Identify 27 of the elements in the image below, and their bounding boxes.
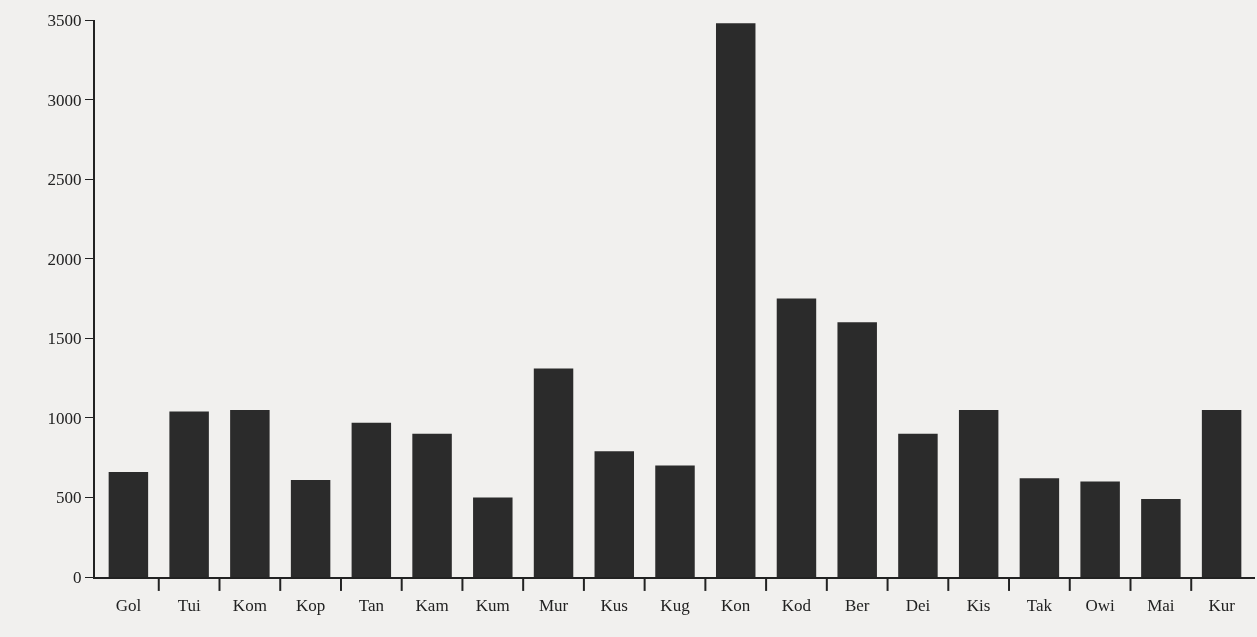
x-tick-label: Kon <box>721 596 751 616</box>
x-tick-label: Mai <box>1147 596 1175 616</box>
x-tick-label: Tan <box>358 596 385 616</box>
x-tick-label: Kom <box>232 596 267 616</box>
y-tick-label: 3500 <box>47 10 82 30</box>
x-tick-label: Kop <box>295 596 326 616</box>
x-tick-label: Mur <box>538 596 569 616</box>
y-tick-label: 2500 <box>47 170 82 190</box>
x-tick-label: Kam <box>415 596 449 616</box>
x-tick-label: Tui <box>177 596 201 616</box>
x-tick-label: Kum <box>475 596 510 616</box>
x-tick-label: Kus <box>600 596 628 616</box>
x-tick-label: Kis <box>966 596 991 616</box>
x-tick-label: Owi <box>1085 596 1116 616</box>
x-tick-label: Kug <box>660 596 691 616</box>
x-tick-label: Ber <box>844 596 870 616</box>
y-tick-label: 0 <box>73 567 82 587</box>
x-tick-label: Kur <box>1208 596 1236 616</box>
x-tick-label: Dei <box>905 596 931 616</box>
x-tick-label: Tak <box>1026 596 1053 616</box>
y-tick-label: 1000 <box>47 408 82 428</box>
x-tick-label: Kod <box>781 596 812 616</box>
x-tick-label: Gol <box>115 596 142 616</box>
y-tick-label: 1500 <box>47 329 82 349</box>
y-tick-label: 3000 <box>47 90 82 110</box>
y-tick-label: 500 <box>56 488 82 508</box>
y-tick-label: 2000 <box>47 249 82 269</box>
